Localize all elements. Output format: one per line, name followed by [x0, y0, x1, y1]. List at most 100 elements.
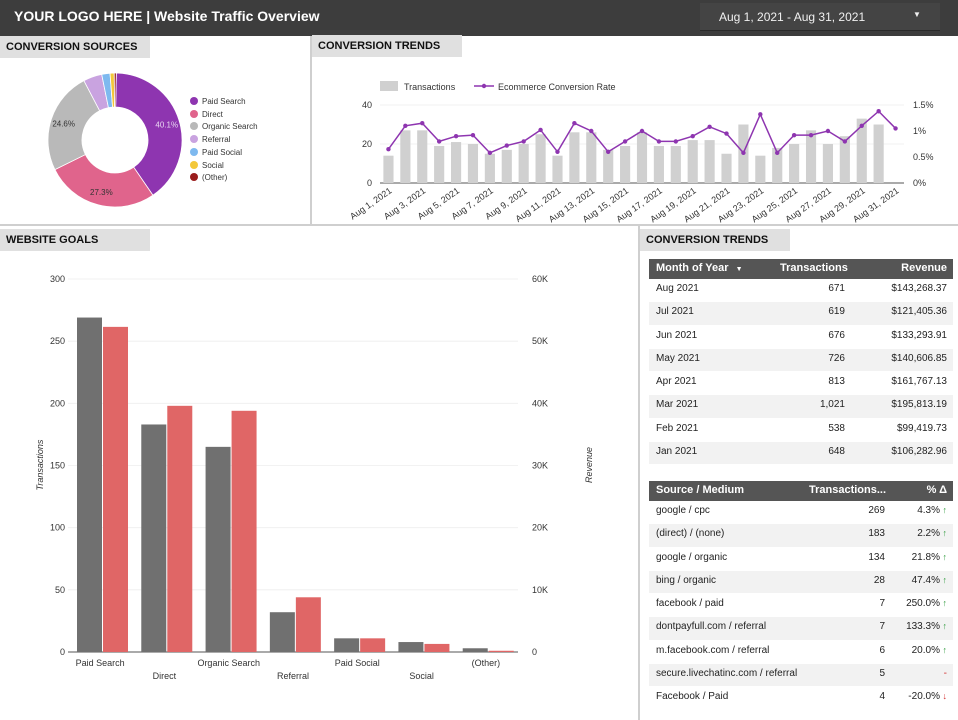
- transactions-bar[interactable]: [552, 155, 563, 183]
- sort-desc-icon[interactable]: ▼: [735, 266, 743, 273]
- transactions-bar[interactable]: [484, 153, 495, 183]
- conversion-rate-point[interactable]: [470, 132, 476, 138]
- transactions-bar[interactable]: [721, 153, 732, 183]
- table-row[interactable]: google / organic 134 21.8% ↑: [649, 548, 953, 571]
- revenue-bar[interactable]: [103, 326, 128, 652]
- donut-slice[interactable]: [54, 154, 154, 208]
- transactions-bar[interactable]: [398, 642, 424, 652]
- transactions-bar[interactable]: [603, 149, 614, 183]
- conversion-rate-point[interactable]: [673, 139, 679, 144]
- table-row[interactable]: secure.livechatinc.com / referral 5 -: [649, 664, 953, 688]
- conversion-rate-point[interactable]: [487, 150, 493, 156]
- column-header-revenue[interactable]: Revenue: [901, 262, 947, 274]
- transactions-bar[interactable]: [450, 142, 462, 183]
- conversion-rate-point[interactable]: [639, 128, 645, 134]
- legend-item[interactable]: (Other): [190, 173, 227, 182]
- transactions-bar[interactable]: [205, 446, 231, 652]
- conversion-rate-point[interactable]: [808, 132, 814, 138]
- table-row[interactable]: Jul 2021 619 $121,405.36: [649, 302, 953, 326]
- transactions-bar[interactable]: [822, 144, 834, 183]
- transactions-bar[interactable]: [636, 132, 648, 183]
- conversion-rate-point[interactable]: [825, 128, 831, 134]
- table-row[interactable]: Jan 2021 648 $106,282.96: [649, 442, 953, 466]
- conversion-rate-point[interactable]: [842, 139, 848, 144]
- transactions-bar[interactable]: [269, 612, 295, 652]
- conversion-rate-point[interactable]: [436, 139, 442, 144]
- conversion-rate-point[interactable]: [555, 149, 560, 154]
- transactions-bar[interactable]: [334, 638, 360, 652]
- column-header-month[interactable]: Month of Year ▼: [656, 262, 743, 274]
- transactions-bar[interactable]: [687, 140, 698, 183]
- conversion-rate-point[interactable]: [724, 131, 729, 136]
- donut-slice[interactable]: [113, 72, 117, 108]
- conversion-rate-point[interactable]: [876, 109, 881, 114]
- legend-item[interactable]: Social: [190, 160, 224, 170]
- conversion-rate-point[interactable]: [622, 139, 628, 144]
- donut-slice[interactable]: [47, 80, 101, 171]
- conversion-rate-point[interactable]: [758, 112, 763, 117]
- conversion-rate-point[interactable]: [521, 139, 526, 144]
- transactions-bar[interactable]: [569, 132, 580, 183]
- revenue-bar[interactable]: [231, 410, 257, 652]
- table-row[interactable]: bing / organic 28 47.4% ↑: [649, 570, 953, 595]
- conversion-rate-point[interactable]: [690, 134, 695, 139]
- transactions-bar[interactable]: [141, 424, 167, 652]
- table-row[interactable]: Apr 2021 813 $161,767.13: [649, 372, 953, 396]
- revenue-bar[interactable]: [424, 643, 450, 652]
- transactions-bar[interactable]: [400, 130, 411, 183]
- transactions-bar[interactable]: [462, 648, 488, 652]
- conversion-rate-point[interactable]: [420, 121, 425, 126]
- conversion-rate-point[interactable]: [775, 150, 780, 156]
- column-header-transactions[interactable]: Transactions: [780, 262, 848, 274]
- conversion-rate-point[interactable]: [859, 123, 864, 128]
- conversion-rate-point[interactable]: [893, 126, 898, 131]
- conversion-rate-point[interactable]: [572, 121, 577, 126]
- transactions-bar[interactable]: [789, 144, 800, 183]
- table-row[interactable]: facebook / paid 7 250.0% ↑: [649, 594, 953, 618]
- revenue-bar[interactable]: [295, 597, 321, 652]
- table-row[interactable]: (direct) / (none) 183 2.2% ↑: [649, 524, 953, 548]
- transactions-bar[interactable]: [856, 118, 867, 183]
- transactions-bar[interactable]: [805, 130, 817, 183]
- conversion-rate-point[interactable]: [504, 143, 509, 148]
- table-row[interactable]: Aug 2021 671 $143,268.37: [649, 279, 953, 303]
- revenue-bar[interactable]: [360, 638, 386, 652]
- table-row[interactable]: May 2021 726 $140,606.85: [649, 348, 953, 373]
- conversion-rate-point[interactable]: [707, 124, 712, 130]
- legend-item[interactable]: Paid Social: [190, 147, 242, 157]
- legend-item[interactable]: Referral: [190, 135, 230, 144]
- donut-slice[interactable]: [115, 72, 183, 196]
- transactions-bar[interactable]: [839, 136, 850, 183]
- revenue-bar[interactable]: [488, 650, 514, 652]
- transactions-bar[interactable]: [518, 144, 529, 183]
- table-row[interactable]: m.facebook.com / referral 6 20.0% ↑: [649, 641, 953, 665]
- conversion-sources-donut-chart[interactable]: 40.1% 27.3% 24.6%: [35, 65, 215, 215]
- transactions-bar[interactable]: [873, 124, 884, 184]
- conversion-rate-point[interactable]: [453, 134, 459, 139]
- transactions-bar[interactable]: [772, 147, 783, 183]
- transactions-bar[interactable]: [467, 144, 479, 183]
- transactions-bar[interactable]: [586, 132, 597, 183]
- transactions-bar[interactable]: [755, 155, 766, 183]
- transactions-bar[interactable]: [620, 145, 631, 183]
- transactions-bar[interactable]: [535, 134, 546, 183]
- conversion-rate-point[interactable]: [386, 147, 391, 152]
- legend-item[interactable]: Organic Search: [190, 122, 258, 131]
- date-range-picker[interactable]: Aug 1, 2021 - Aug 31, 2021 ▼: [700, 3, 940, 31]
- conversion-rate-point[interactable]: [589, 128, 594, 134]
- transactions-bar[interactable]: [434, 145, 445, 183]
- table-row[interactable]: Mar 2021 1,021 $195,813.19: [649, 395, 953, 419]
- legend-item[interactable]: Paid Search: [190, 97, 246, 106]
- conversion-rate-point[interactable]: [605, 149, 611, 154]
- table-row[interactable]: Facebook / Paid 4 -20.0% ↓: [649, 687, 953, 711]
- conversion-rate-point[interactable]: [403, 123, 408, 128]
- table-row[interactable]: Feb 2021 538 $99,419.73: [649, 419, 953, 443]
- column-header-source-medium[interactable]: Source / Medium: [656, 484, 745, 496]
- website-goals-chart[interactable]: 0 50 100 150 200 250 300 0 10K 20K 30K 40K 50K 60K Pai…: [0, 260, 630, 700]
- transactions-bar[interactable]: [77, 317, 102, 652]
- column-header-percent-change[interactable]: % Δ: [926, 484, 947, 496]
- legend-item[interactable]: Direct: [190, 109, 223, 119]
- table-row[interactable]: Jun 2021 676 $133,293.91: [649, 326, 953, 349]
- revenue-bar[interactable]: [167, 405, 193, 652]
